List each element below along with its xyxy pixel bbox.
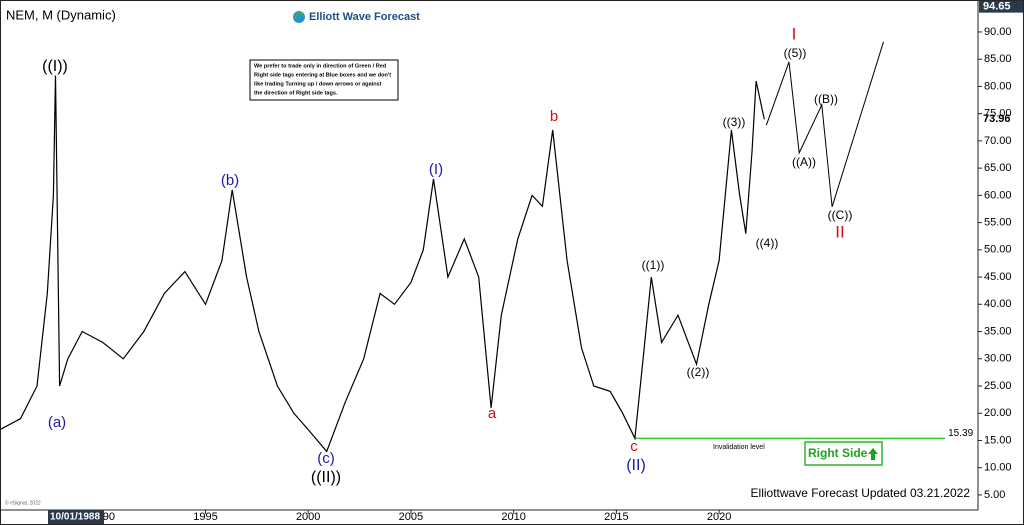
projection-line <box>765 41 884 207</box>
y-tick-label: 15.00 <box>984 434 1012 446</box>
right-side-box <box>804 441 883 466</box>
invalidation-label: Invalidation level <box>713 444 765 451</box>
y-tick-label: 35.00 <box>984 325 1012 337</box>
right-side-arrow <box>868 448 878 460</box>
wave-label: ((1)) <box>642 258 665 272</box>
wave-label: c <box>630 438 638 455</box>
note: We prefer to trade only in direction of … <box>254 63 391 96</box>
wave-label: ((II)) <box>311 469 341 486</box>
wave-label: ((3)) <box>723 115 746 129</box>
top-price: 94.65 <box>983 1 1011 13</box>
plot: 15.39 Invalidation level 94.65 73.96 ((I)) (a… <box>0 0 1023 486</box>
wave-label: II <box>835 222 844 241</box>
wave-label: ((I)) <box>42 58 68 75</box>
wave-label: (a) <box>48 414 66 431</box>
x-tick-label: 2005 <box>399 511 423 523</box>
wave-label: a <box>488 405 497 422</box>
y-tick-label: 60.00 <box>984 189 1012 201</box>
y-tick-label: 20.00 <box>984 407 1012 419</box>
y-tick-label: 10.00 <box>984 462 1012 474</box>
note-line: the direction of Right side tags. <box>254 90 338 96</box>
x-tick-label: 2020 <box>707 511 731 523</box>
footer: Elliottwave Forecast Updated 03.21.2022 <box>751 486 971 500</box>
wave-label: (II) <box>626 457 646 474</box>
wave-label: ((C)) <box>828 208 853 222</box>
y-tick-label: 75.00 <box>984 108 1012 120</box>
wave-label: (b) <box>221 172 239 189</box>
y-tick-label: 25.00 <box>984 380 1012 392</box>
first-date: 10/01/1988 <box>50 512 100 523</box>
logo-swirl <box>294 11 304 20</box>
wave-label: ((B)) <box>814 92 838 106</box>
y-tick-label: 5.00 <box>984 489 1005 501</box>
x-tick-label: 1995 <box>193 511 217 523</box>
note-line: Right side tags entering at Blue boxes a… <box>254 72 391 78</box>
y-tick-label: 30.00 <box>984 353 1012 365</box>
y-tick-label: 65.00 <box>984 162 1012 174</box>
logo-text: Elliott Wave Forecast <box>309 11 420 23</box>
wave-label: ((A)) <box>792 155 816 169</box>
top-price-box <box>979 0 1023 13</box>
y-tick-label: 85.00 <box>984 53 1012 65</box>
y-tick-label: 50.00 <box>984 244 1012 256</box>
chart-title: NEM, M (Dynamic) <box>6 7 116 22</box>
last-price: 73.96 <box>983 113 1011 125</box>
x-tick-label: 2015 <box>604 511 628 523</box>
wave-label: (c) <box>317 450 335 467</box>
y-tick-label: 90.00 <box>984 26 1012 38</box>
copyright: © eSignal, 2022 <box>5 499 41 506</box>
wave-label: ((2)) <box>687 365 710 379</box>
note-line: like trading Turning up / down arrows or… <box>254 81 382 87</box>
wave-label: b <box>550 108 558 125</box>
y-tick-label: 40.00 <box>984 298 1012 310</box>
logo: Elliott Wave Forecast <box>293 11 420 23</box>
x-tick-label: 2010 <box>501 511 525 523</box>
note-box <box>249 59 399 101</box>
wave-label: I <box>792 24 797 43</box>
wave-label: ((5)) <box>784 46 807 60</box>
y-tick-label: 45.00 <box>984 271 1012 283</box>
last-price-box <box>979 113 1023 126</box>
wave-label: (I) <box>429 161 443 178</box>
x-tick-label: 2000 <box>296 511 320 523</box>
note-line: We prefer to trade only in direction of … <box>254 63 387 69</box>
price-line <box>0 75 765 453</box>
y-tick-label: 80.00 <box>984 80 1012 92</box>
y-tick-label: 55.00 <box>984 217 1012 229</box>
invalidation-value: 15.39 <box>948 428 973 439</box>
right-side-text: Right Side <box>808 446 868 460</box>
first-date-box <box>48 510 104 524</box>
y-tick-label: 70.00 <box>984 135 1012 147</box>
wave-label: ((4)) <box>756 236 779 250</box>
